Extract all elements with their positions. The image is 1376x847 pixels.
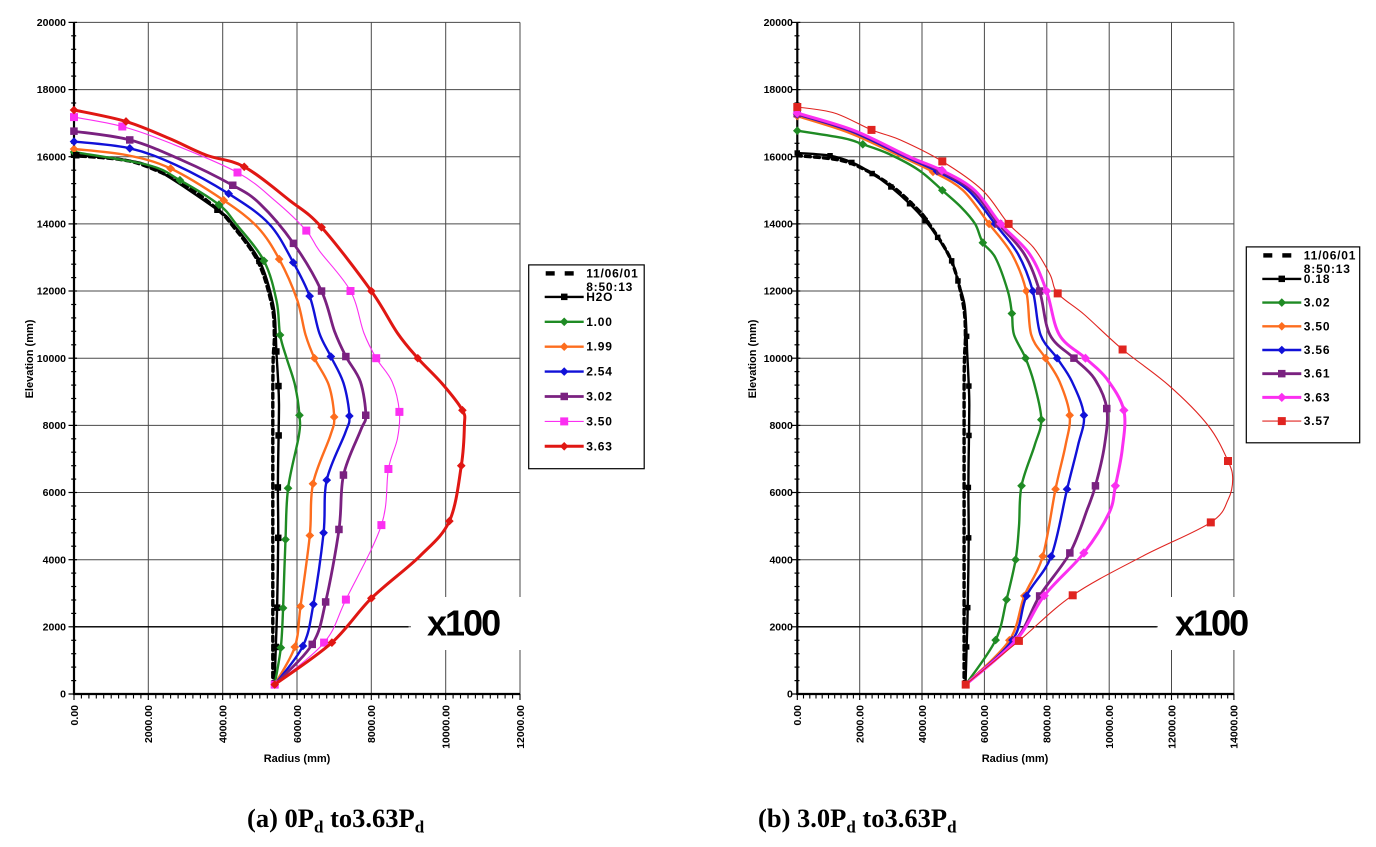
svg-text:11/06/01: 11/06/01 [586, 266, 638, 280]
svg-text:2000.00: 2000.00 [143, 705, 155, 743]
svg-text:8:50:13: 8:50:13 [1304, 262, 1351, 276]
svg-text:16000: 16000 [37, 151, 66, 163]
svg-text:10000.00: 10000.00 [441, 705, 453, 749]
svg-text:3.56: 3.56 [1304, 343, 1331, 357]
svg-text:2000: 2000 [43, 621, 67, 633]
svg-text:8000.00: 8000.00 [1042, 705, 1054, 743]
svg-text:Radius (mm): Radius (mm) [982, 753, 1049, 765]
svg-text:3.61: 3.61 [1304, 367, 1331, 381]
svg-text:6000: 6000 [43, 487, 67, 499]
svg-text:Elevation (mm): Elevation (mm) [24, 319, 36, 398]
svg-text:0.00: 0.00 [69, 705, 81, 726]
svg-text:0.00: 0.00 [792, 705, 804, 726]
svg-text:3.02: 3.02 [586, 390, 613, 404]
svg-text:20000: 20000 [764, 17, 793, 29]
svg-text:2000: 2000 [769, 621, 793, 633]
svg-text:1.99: 1.99 [586, 340, 613, 354]
svg-text:4000: 4000 [43, 554, 67, 566]
svg-text:8000.00: 8000.00 [366, 705, 378, 743]
svg-text:4000.00: 4000.00 [218, 705, 230, 743]
svg-text:1.00: 1.00 [586, 315, 613, 329]
svg-text:6000.00: 6000.00 [292, 705, 304, 743]
svg-text:14000: 14000 [764, 219, 793, 231]
svg-text:3.50: 3.50 [1304, 319, 1331, 333]
svg-text:14000: 14000 [37, 219, 66, 231]
svg-text:11/06/01: 11/06/01 [1304, 248, 1356, 262]
svg-text:10000.00: 10000.00 [1104, 705, 1116, 749]
svg-text:8000: 8000 [769, 420, 793, 432]
svg-text:x100: x100 [427, 603, 500, 644]
svg-text:10000: 10000 [764, 353, 793, 365]
svg-text:4000.00: 4000.00 [917, 705, 929, 743]
svg-text:8000: 8000 [43, 420, 67, 432]
svg-text:8:50:13: 8:50:13 [586, 280, 633, 294]
svg-text:(a) 0Pd to3.63Pd: (a) 0Pd to3.63Pd [247, 803, 425, 837]
svg-text:(b) 3.0Pd to3.63Pd: (b) 3.0Pd to3.63Pd [758, 803, 957, 837]
svg-text:12000: 12000 [764, 286, 793, 298]
svg-text:3.02: 3.02 [1304, 296, 1331, 310]
svg-text:18000: 18000 [37, 84, 66, 96]
svg-text:4000: 4000 [769, 554, 793, 566]
svg-text:0: 0 [787, 689, 793, 701]
svg-text:18000: 18000 [764, 84, 793, 96]
svg-text:3.63: 3.63 [586, 439, 613, 453]
svg-text:12000.00: 12000.00 [1166, 705, 1178, 749]
svg-text:0: 0 [60, 689, 66, 701]
svg-text:H2O: H2O [586, 290, 613, 304]
svg-text:3.50: 3.50 [586, 414, 613, 428]
svg-text:14000.00: 14000.00 [1229, 705, 1241, 749]
svg-text:2000.00: 2000.00 [855, 705, 867, 743]
svg-text:Radius (mm): Radius (mm) [264, 753, 331, 765]
svg-text:16000: 16000 [764, 151, 793, 163]
svg-text:2.54: 2.54 [586, 365, 613, 379]
svg-text:6000.00: 6000.00 [979, 705, 991, 743]
svg-text:12000: 12000 [37, 286, 66, 298]
svg-text:0.18: 0.18 [1304, 272, 1331, 286]
svg-text:6000: 6000 [769, 487, 793, 499]
svg-text:20000: 20000 [37, 17, 66, 29]
svg-text:3.63: 3.63 [1304, 390, 1331, 404]
svg-text:10000: 10000 [37, 353, 66, 365]
svg-text:x100: x100 [1175, 603, 1248, 644]
svg-text:3.57: 3.57 [1304, 414, 1331, 428]
svg-text:Elevation (mm): Elevation (mm) [747, 319, 759, 398]
svg-text:12000.00: 12000.00 [515, 705, 527, 749]
